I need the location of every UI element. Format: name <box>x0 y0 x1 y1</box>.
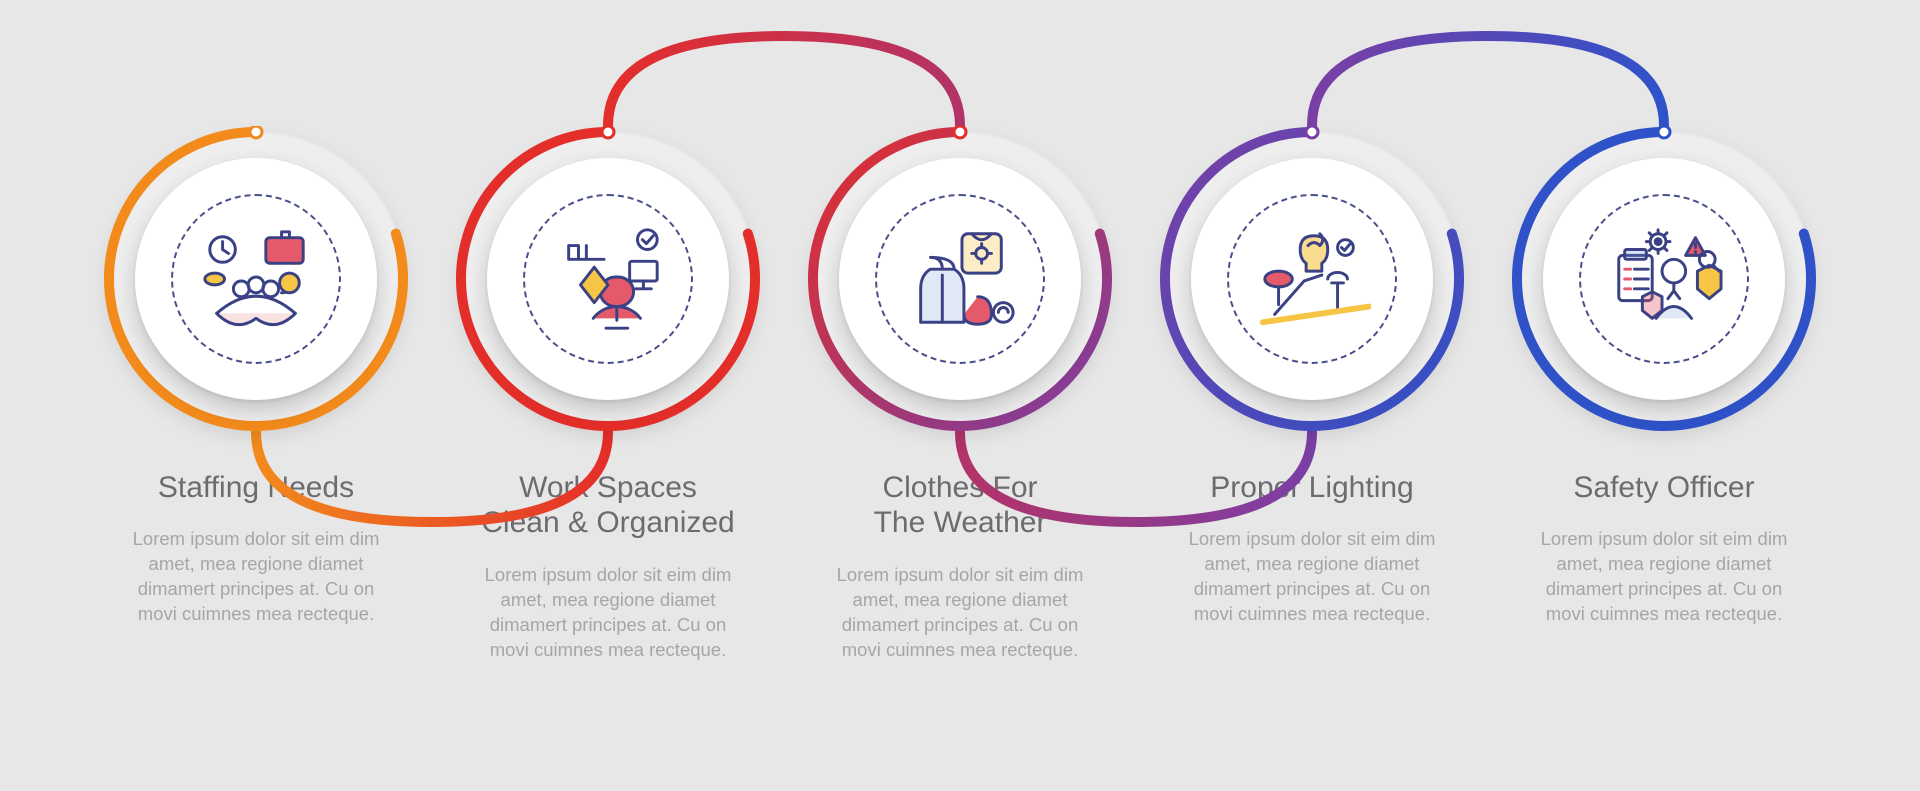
step-disc-4 <box>1163 130 1461 428</box>
step-label-1: Staffing Needs Lorem ipsum dolor sit eim… <box>107 470 405 663</box>
inner-disc <box>487 158 729 400</box>
step-label-4: Proper Lighting Lorem ipsum dolor sit ei… <box>1163 470 1461 663</box>
step-body: Lorem ipsum dolor sit eim dim amet, mea … <box>1181 527 1443 627</box>
lighting-icon <box>1227 194 1397 364</box>
step-title: Staffing Needs <box>125 470 387 505</box>
staffing-icon <box>171 194 341 364</box>
workspace-icon <box>523 194 693 364</box>
step-body: Lorem ipsum dolor sit eim dim amet, mea … <box>1533 527 1795 627</box>
step-body: Lorem ipsum dolor sit eim dim amet, mea … <box>829 563 1091 663</box>
step-disc-5 <box>1515 130 1813 428</box>
inner-disc <box>839 158 1081 400</box>
step-disc-3 <box>811 130 1109 428</box>
step-title: Safety Officer <box>1533 470 1795 505</box>
step-title: Proper Lighting <box>1181 470 1443 505</box>
step-body: Lorem ipsum dolor sit eim dim amet, mea … <box>477 563 739 663</box>
step-label-3: Clothes For The Weather Lorem ipsum dolo… <box>811 470 1109 663</box>
inner-disc <box>1543 158 1785 400</box>
step-label-5: Safety Officer Lorem ipsum dolor sit eim… <box>1515 470 1813 663</box>
step-row <box>0 130 1920 428</box>
officer-icon <box>1579 194 1749 364</box>
inner-disc <box>1191 158 1433 400</box>
clothes-icon <box>875 194 1045 364</box>
label-row: Staffing Needs Lorem ipsum dolor sit eim… <box>0 470 1920 663</box>
step-body: Lorem ipsum dolor sit eim dim amet, mea … <box>125 527 387 627</box>
step-title: Clothes For The Weather <box>829 470 1091 541</box>
step-disc-2 <box>459 130 757 428</box>
step-disc-1 <box>107 130 405 428</box>
inner-disc <box>135 158 377 400</box>
step-label-2: Work Spaces Clean & Organized Lorem ipsu… <box>459 470 757 663</box>
step-title: Work Spaces Clean & Organized <box>477 470 739 541</box>
